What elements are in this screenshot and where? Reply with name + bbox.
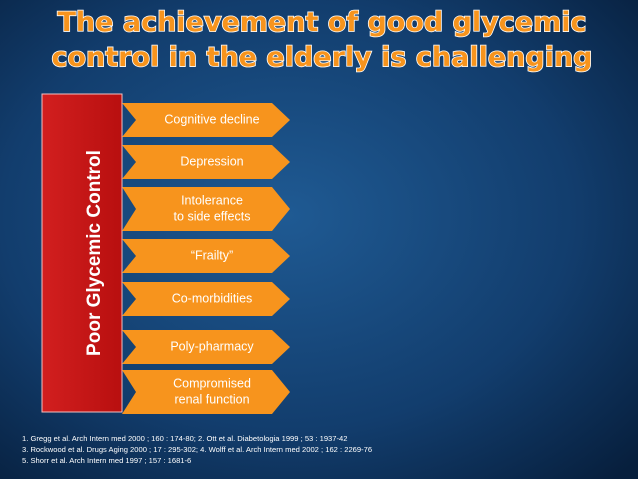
- reference: 5. Shorr et al. Arch Intern med 1997 ; 1…: [22, 456, 191, 465]
- item-label: Compromised: [173, 376, 251, 390]
- side-label: Poor Glycemic Control: [84, 150, 105, 356]
- item-label: to side effects: [174, 209, 251, 223]
- chevron: [122, 370, 290, 414]
- title-line: The achievement of good glycemic: [58, 7, 587, 38]
- side-box: [41, 93, 123, 413]
- chevron: [122, 330, 290, 364]
- references: 1. Gregg et al. Arch Intern med 2000 ; 1…: [22, 434, 372, 465]
- item-label: Poly-pharmacy: [170, 339, 254, 353]
- chevron: [122, 239, 290, 273]
- chevron: [122, 103, 290, 137]
- chevron: [122, 187, 290, 231]
- item-label: Cognitive decline: [164, 112, 259, 126]
- item-label: renal function: [174, 392, 249, 406]
- item-label: Co-morbidities: [172, 291, 253, 305]
- reference: 1. Gregg et al. Arch Intern med 2000 ; 1…: [22, 434, 347, 443]
- reference: 3. Rockwood et al. Drugs Aging 2000 ; 17…: [22, 445, 372, 454]
- chevron: [122, 145, 290, 179]
- title-line: control in the elderly is challenging: [51, 42, 592, 73]
- item-label: “Frailty”: [191, 248, 233, 262]
- chevron: [122, 282, 290, 316]
- item-label: Depression: [180, 154, 243, 168]
- item-label: Intolerance: [181, 193, 243, 207]
- items: Cognitive decline Depression Intolerance to…: [122, 103, 290, 414]
